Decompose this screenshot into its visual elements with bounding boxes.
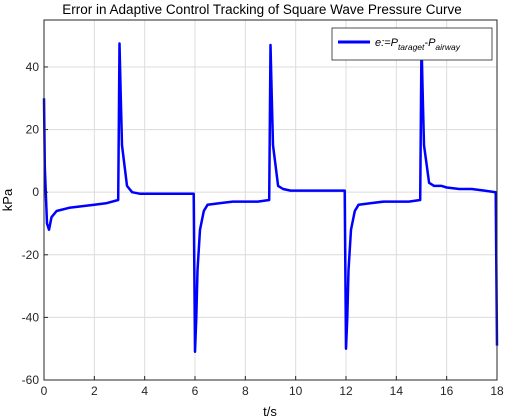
legend-box xyxy=(331,27,493,61)
x-tick-label: 8 xyxy=(242,384,249,398)
y-tick-label: 40 xyxy=(26,60,40,74)
x-tick-label: 16 xyxy=(440,384,454,398)
y-tick-label: -40 xyxy=(22,310,40,324)
legend: e:=Ptaraget-Pairway xyxy=(331,27,493,61)
x-tick-label: 4 xyxy=(141,384,148,398)
x-tick-label: 2 xyxy=(91,384,98,398)
x-tick-label: 6 xyxy=(192,384,199,398)
y-tick-label: 0 xyxy=(32,185,39,199)
legend-prefix: e:=P xyxy=(375,37,399,49)
x-tick-label: 10 xyxy=(289,384,303,398)
y-axis-label: kPa xyxy=(0,188,15,211)
y-tick-label: -60 xyxy=(22,373,40,387)
plot-frame xyxy=(43,19,498,381)
y-tick-label: 20 xyxy=(26,123,40,137)
x-tick-label: 18 xyxy=(490,384,504,398)
x-tick-label: 14 xyxy=(390,384,404,398)
chart-title: Error in Adaptive Control Tracking of Sq… xyxy=(62,2,461,17)
tick-group: 0 2 4 6 8 10 12 14 16 18 -60 -40 -20 0 20 40 xyxy=(22,60,504,398)
y-tick-label: -20 xyxy=(22,248,40,262)
legend-sub2: airway xyxy=(435,42,460,52)
x-tick-label: 0 xyxy=(41,384,48,398)
legend-mid: -P xyxy=(424,37,436,49)
x-tick-label: 12 xyxy=(339,384,353,398)
legend-entry: e:=Ptaraget-Pairway xyxy=(375,37,461,52)
x-axis-label: t/s xyxy=(263,404,277,419)
legend-sub1: taraget xyxy=(398,42,425,52)
